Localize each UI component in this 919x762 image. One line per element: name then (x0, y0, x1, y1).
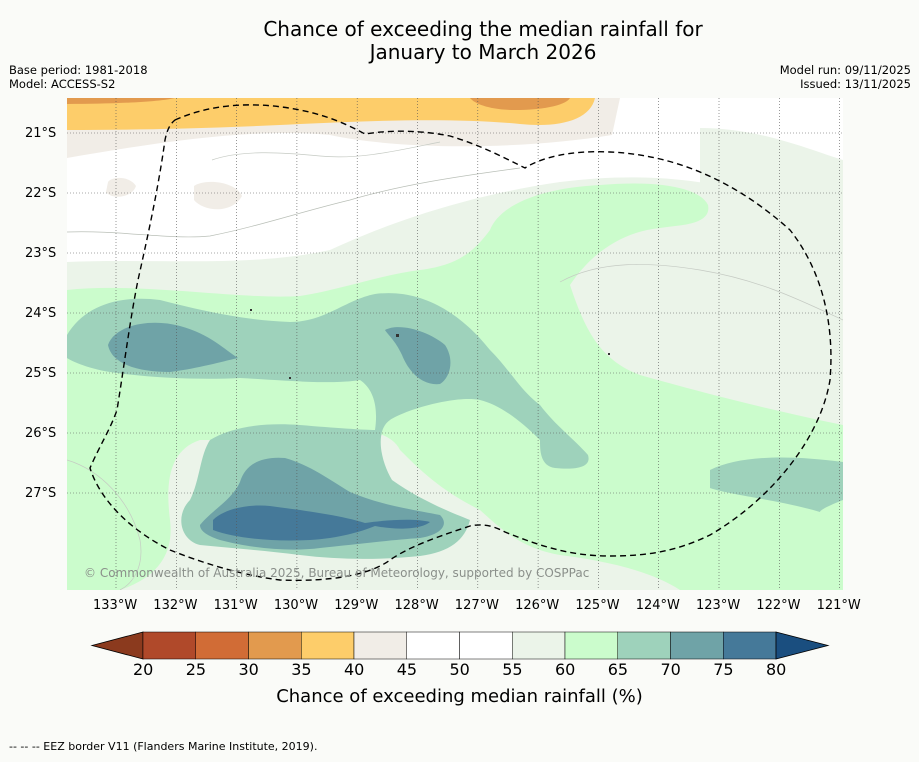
lon-label: 128°W (394, 598, 439, 613)
colorbar-tick-label: 20 (133, 660, 154, 679)
colorbar-tick-label: 60 (555, 660, 576, 679)
colorbar-tick-label: 25 (185, 660, 207, 679)
colorbar-segment (564, 631, 618, 660)
colorbar-segment (617, 631, 671, 660)
issued-date: Issued: 13/11/2025 (800, 77, 911, 91)
colorbar-segment (723, 631, 777, 660)
lon-label: 121°W (816, 598, 861, 613)
colorbar-segment (459, 631, 513, 660)
lat-label: 25°S (25, 366, 57, 381)
lat-label: 21°S (25, 126, 57, 141)
lat-label: 27°S (25, 486, 57, 501)
colorbar-segment (406, 631, 460, 660)
base-period: Base period: 1981-2018 (9, 63, 148, 77)
footnote: -- -- -- EEZ border V11 (Flanders Marine… (9, 740, 318, 753)
lon-label: 133°W (93, 598, 138, 613)
lat-label: 24°S (25, 306, 57, 321)
model-name: Model: ACCESS-S2 (9, 77, 116, 91)
lon-label: 124°W (635, 598, 680, 613)
model-run: Model run: 09/11/2025 (779, 63, 911, 77)
colorbar-tick-label: 80 (766, 660, 787, 679)
colorbar-tick-label: 35 (291, 660, 312, 679)
colorbar-segment (353, 631, 407, 660)
colorbar-segment (248, 631, 302, 660)
meta-right: Model run: 09/11/2025 Issued: 13/11/2025 (780, 63, 911, 91)
colorbar-segment (195, 631, 249, 660)
lat-label: 26°S (25, 426, 57, 441)
colorbar-segment (512, 631, 566, 660)
dot-1 (250, 309, 252, 311)
colorbar-low-arrow (90, 631, 144, 660)
region-80 (213, 505, 430, 541)
lon-label: 127°W (454, 598, 499, 613)
meta-left: Base period: 1981-2018 Model: ACCESS-S2 (9, 63, 148, 91)
contour-line-4 (67, 459, 142, 590)
colorbar (90, 631, 830, 660)
lon-label: 125°W (575, 598, 620, 613)
gridlines (67, 98, 843, 590)
region-75-center (385, 327, 451, 385)
contour-line-2 (211, 141, 441, 161)
lon-label: 126°W (515, 598, 560, 613)
colorbar-high-arrow (775, 631, 830, 660)
map-title: Chance of exceeding the median rainfall … (0, 18, 919, 64)
region-top-35b (470, 98, 570, 110)
lon-label: 132°W (153, 598, 198, 613)
lon-label: 123°W (696, 598, 741, 613)
colorbar-tick-label: 65 (607, 660, 629, 679)
patch-45-a (106, 177, 136, 197)
patch-45-b (194, 181, 242, 210)
colorbar-title: Chance of exceeding median rainfall (%) (276, 686, 643, 707)
region-top-40 (67, 98, 595, 130)
copyright-text: © Commonwealth of Australia 2025, Bureau… (84, 566, 589, 580)
contour-line-3 (559, 264, 843, 321)
title-line-1: Chance of exceeding the median rainfall … (263, 17, 703, 41)
lon-label: 131°W (213, 598, 258, 613)
dot-3 (608, 353, 610, 355)
dot-4 (396, 334, 399, 337)
lon-label: 130°W (273, 598, 319, 613)
colorbar-tick-label: 30 (238, 660, 259, 679)
lat-label: 23°S (25, 246, 57, 261)
dot-2 (289, 377, 291, 379)
lon-label: 122°W (756, 598, 801, 613)
colorbar-tick-label: 40 (344, 660, 365, 679)
colorbar-tick-label: 55 (502, 660, 523, 679)
eez-border (89, 104, 832, 582)
colorbar-tick-label: 50 (449, 660, 470, 679)
colorbar-tick-label: 75 (713, 660, 734, 679)
lon-label: 129°W (334, 598, 379, 613)
region-75-west (108, 322, 238, 372)
lat-label: 22°S (25, 186, 57, 201)
colorbar-segment (301, 631, 355, 660)
rainfall-map: © Commonwealth of Australia 2025, Bureau… (67, 98, 843, 590)
region-70-east (710, 457, 843, 512)
colorbar-segment (142, 631, 196, 660)
title-line-2: January to March 2026 (369, 40, 597, 64)
contour-line-1 (67, 167, 521, 238)
colorbar-segment (670, 631, 724, 660)
colorbar-tick-label: 70 (660, 660, 681, 679)
colorbar-tick-label: 45 (396, 660, 418, 679)
region-top-35a (67, 98, 175, 104)
